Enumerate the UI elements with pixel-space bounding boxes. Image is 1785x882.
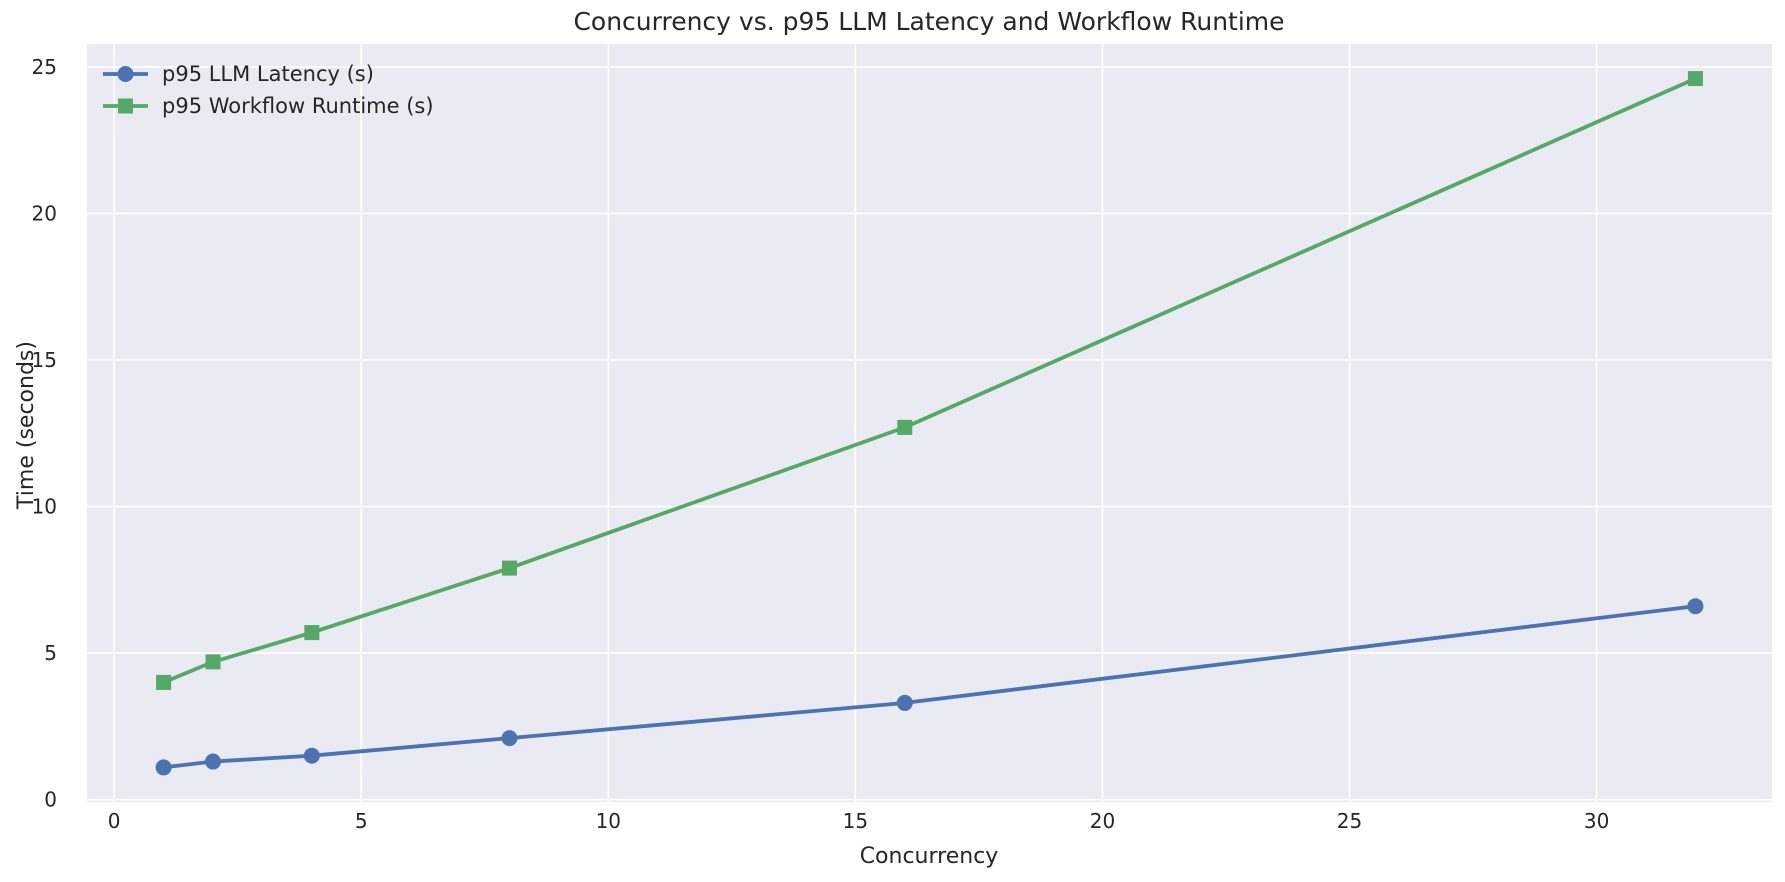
x-tick-label: 10 xyxy=(596,809,621,833)
data-point-circle xyxy=(303,747,320,764)
data-point-circle xyxy=(1687,598,1704,615)
data-point-square xyxy=(304,625,320,641)
x-tick-label: 5 xyxy=(355,809,368,833)
series-circle xyxy=(155,598,1704,776)
x-axis-label: Concurrency xyxy=(860,844,999,869)
y-tick-label: 10 xyxy=(32,495,57,519)
series-layer xyxy=(155,71,1704,776)
data-point-circle xyxy=(205,753,222,770)
x-tick-label: 20 xyxy=(1090,809,1115,833)
legend: p95 LLM Latency (s) p95 Workflow Runtime … xyxy=(103,62,434,118)
series-line xyxy=(161,604,1698,770)
data-point-square xyxy=(156,674,172,690)
legend-label: p95 LLM Latency (s) xyxy=(162,62,374,86)
data-point-square xyxy=(501,560,517,576)
gridlines xyxy=(87,44,1772,802)
y-tick-label: 5 xyxy=(44,641,57,665)
x-tick-label: 25 xyxy=(1337,809,1362,833)
legend-circle-marker-icon xyxy=(117,66,134,82)
x-tick-label: 0 xyxy=(108,809,121,833)
legend-item: p95 Workflow Runtime (s) xyxy=(103,94,434,118)
data-point-square xyxy=(897,419,913,435)
series-square xyxy=(156,71,1703,690)
data-point-circle xyxy=(896,694,913,711)
y-tick-label: 20 xyxy=(32,201,57,225)
data-point-circle xyxy=(501,730,518,747)
data-point-circle xyxy=(155,759,172,776)
legend-label: p95 Workflow Runtime (s) xyxy=(162,94,434,118)
x-tick-label: 30 xyxy=(1584,809,1609,833)
chart-title: Concurrency vs. p95 LLM Latency and Work… xyxy=(573,7,1284,36)
x-tick-label: 15 xyxy=(843,809,868,833)
y-axis-label: Time (seconds) xyxy=(14,341,39,510)
data-point-square xyxy=(1687,71,1703,87)
legend-item: p95 LLM Latency (s) xyxy=(103,62,374,86)
y-tick-label: 0 xyxy=(44,788,57,812)
tick-labels: 0 5 10 15 20 25 30 0 5 10 15 20 25 xyxy=(32,55,1610,833)
legend-square-marker-icon xyxy=(118,98,133,114)
y-tick-label: 25 xyxy=(32,55,57,79)
y-tick-label: 15 xyxy=(32,348,57,372)
series-line xyxy=(161,76,1698,685)
data-point-square xyxy=(205,654,221,670)
